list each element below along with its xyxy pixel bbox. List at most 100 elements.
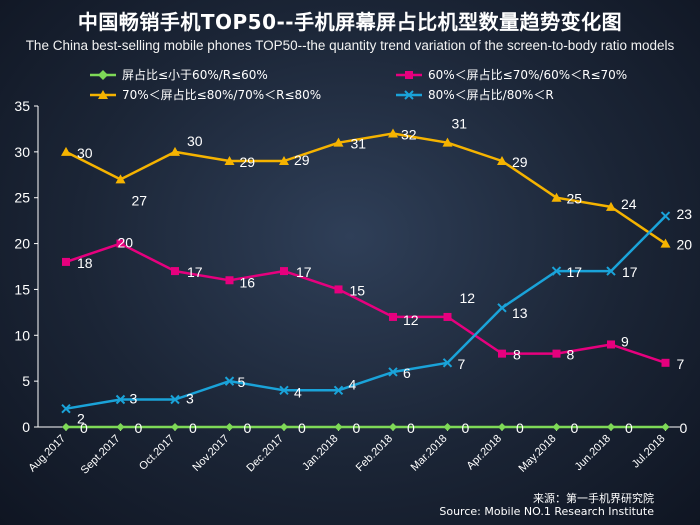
series-1-point-5 [280, 423, 288, 431]
series-4-point-5 [279, 385, 289, 396]
series-1-data-label-5: 0 [298, 420, 306, 436]
legend-swatch-series-3 [90, 89, 116, 99]
series-3-data-label-2: 27 [132, 192, 148, 208]
series-4-data-label-2: 3 [130, 390, 138, 406]
series-4-point-8 [442, 358, 453, 368]
series-4-data-label-3: 3 [186, 390, 194, 406]
x-tick-label-2: Oct.2017 [137, 433, 177, 473]
series-1-point-6 [334, 423, 343, 431]
series-3-point-2 [115, 174, 126, 184]
series-1-point-3 [171, 423, 179, 431]
x-tick-label-4: Dec.2017 [244, 433, 286, 475]
series-4-point-6 [333, 385, 344, 396]
series-2-data-label-8: 12 [460, 290, 476, 306]
series-3-data-label-5: 29 [294, 152, 310, 168]
series-4-data-label-7: 6 [403, 365, 411, 381]
series-2-point-2 [116, 239, 125, 248]
series-2-point-7 [389, 312, 397, 321]
series-3-data-label-10: 25 [567, 191, 583, 207]
source-line-2: Source: Mobile NO.1 Research Institute [439, 505, 654, 518]
series-4-point-3 [170, 394, 180, 405]
series-3-data-label-12: 20 [677, 237, 693, 253]
x-tick-label-1: Sept.2017 [79, 433, 123, 477]
y-tick-label-0: 0 [22, 419, 30, 435]
series-4-data-label-4: 5 [238, 374, 246, 390]
series-3-data-label-3: 30 [187, 133, 203, 149]
legend-label-series-1: 屏占比≤小于60%/R≤60% [122, 68, 268, 82]
series-4-data-label-6: 4 [349, 376, 357, 392]
series-3-point-10 [551, 192, 562, 202]
series-2-data-label-11: 9 [621, 333, 629, 349]
series-3-point-7 [388, 128, 398, 138]
series-2-data-label-1: 18 [77, 255, 93, 271]
y-tick-label-7: 35 [14, 98, 30, 114]
series-1-data-label-9: 0 [516, 420, 524, 436]
series-4-data-label-8: 7 [458, 356, 466, 372]
series-1-data-label-10: 0 [571, 420, 579, 436]
x-tick-label-11: Jul.2018 [630, 433, 668, 471]
x-tick-label-5: Jan.2018 [300, 433, 340, 473]
series-3-point-12 [660, 238, 671, 248]
series-4-data-label-9: 13 [512, 305, 528, 321]
series-2-data-label-5: 17 [296, 264, 312, 280]
y-tick-label-1: 5 [22, 373, 30, 389]
x-tick-label-9: May.2018 [517, 433, 559, 475]
series-1-point-11 [607, 423, 615, 431]
x-tick-label-8: Apr.2018 [464, 433, 504, 473]
legend-swatch-series-2 [396, 70, 422, 79]
series-3-data-label-7: 32 [401, 127, 417, 143]
series-4-point-2 [115, 394, 126, 405]
series-4-point-7 [388, 367, 398, 377]
series-3-point-8 [442, 137, 453, 147]
y-tick-label-2: 10 [14, 327, 30, 343]
series-3-point-3 [170, 146, 180, 156]
x-tick-label-7: Mar.2018 [409, 433, 450, 474]
y-tick-label-6: 30 [14, 144, 30, 160]
series-2-data-label-12: 7 [677, 356, 685, 372]
series-2-point-6 [334, 285, 343, 294]
source-line-1: 来源：第一手机界研究院 [533, 492, 654, 505]
x-tick-label-0: Aug.2017 [26, 433, 68, 475]
series-4-point-9 [497, 303, 507, 313]
legend-item-series-1: 屏占比≤小于60%/R≤60% [90, 66, 268, 83]
series-2-data-label-9: 8 [513, 347, 521, 363]
series-4-point-10 [551, 266, 562, 276]
series-2-data-label-6: 15 [350, 282, 366, 298]
series-1-data-label-6: 0 [353, 420, 361, 436]
series-3-data-label-6: 31 [351, 136, 367, 152]
series-4-point-11 [606, 266, 616, 276]
series-3-point-9 [497, 156, 507, 166]
series-3-data-label-8: 31 [452, 116, 468, 132]
series-2-point-12 [661, 358, 670, 367]
series-4-point-1 [61, 403, 71, 414]
series-1-data-label-1: 0 [80, 420, 88, 436]
series-2-point-8 [443, 312, 452, 321]
series-1-data-label-12: 0 [680, 420, 688, 436]
series-1-data-label-7: 0 [407, 420, 415, 436]
y-tick-label-3: 15 [14, 281, 30, 297]
series-3-point-4 [224, 156, 235, 166]
legend-label-series-4: 80%＜屏占比/80%＜R [428, 88, 554, 102]
series-2-point-5 [280, 267, 288, 276]
series-4-data-label-12: 23 [677, 206, 693, 222]
series-3-data-label-4: 29 [240, 154, 256, 170]
legend-item-series-2: 60%＜屏占比≤70%/60%＜R≤70% [396, 66, 627, 83]
series-2-point-11 [607, 340, 615, 349]
series-3-point-5 [279, 156, 289, 166]
legend-swatch-series-4 [396, 89, 422, 100]
series-1-point-1 [62, 423, 70, 431]
series-2-point-4 [225, 276, 234, 285]
series-1-data-label-8: 0 [462, 420, 470, 436]
legend-label-series-2: 60%＜屏占比≤70%/60%＜R≤70% [428, 68, 628, 82]
series-4-point-4 [224, 376, 235, 386]
series-4-data-label-5: 4 [294, 384, 302, 400]
legend-item-series-3: 70%＜屏占比≤80%/70%＜R≤80% [90, 86, 321, 103]
series-line-3 [65, 132, 667, 245]
series-1-point-7 [389, 423, 397, 431]
series-2-point-3 [171, 267, 179, 276]
x-tick-label-10: Jun.2018 [573, 433, 613, 473]
series-3-point-11 [606, 201, 616, 211]
series-4-data-label-11: 17 [622, 264, 638, 280]
legend-item-series-4: 80%＜屏占比/80%＜R [396, 86, 554, 103]
